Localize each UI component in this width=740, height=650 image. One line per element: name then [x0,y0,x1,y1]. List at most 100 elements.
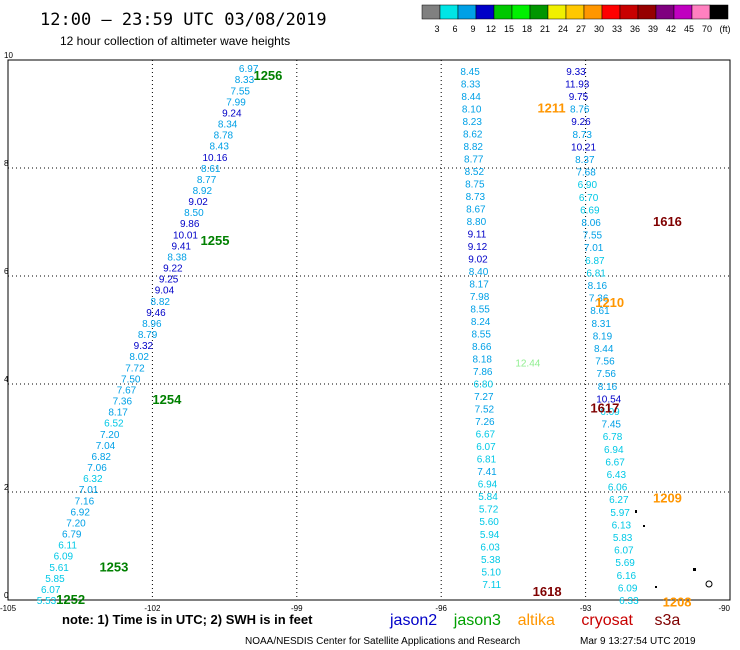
color-swatch [673,4,693,20]
color-swatch [637,4,657,20]
wave-height-value: 8.38 [167,252,187,263]
wave-height-value: 5.97 [610,508,630,519]
wave-height-value: 9.02 [188,197,208,208]
wave-height-value: 7.56 [596,369,616,380]
scale-label: 39 [648,24,658,34]
color-swatch [511,4,531,20]
legend-altika: altika [518,612,555,629]
island-marker [635,510,637,513]
wave-height-value: 5.94 [480,530,500,541]
x-tick-label: -90 [718,604,730,613]
wave-height-value: 9.25 [159,275,179,286]
y-tick-label: 4 [4,375,9,384]
wave-height-value: 8.34 [218,120,238,131]
legend-cryosat: cryosat [581,612,633,629]
island-marker [643,525,645,527]
wave-height-value: 6.07 [614,546,634,557]
wave-height-value: 9.86 [180,219,200,230]
map-subtitle: 12 hour collection of altimeter wave hei… [60,34,290,48]
color-swatch [475,4,495,20]
wave-height-value: 7.01 [584,243,604,254]
wave-height-value: 6.67 [605,457,625,468]
color-swatch [601,4,621,20]
y-tick-label: 10 [4,51,13,60]
wave-height-value: 6.13 [612,520,632,531]
wave-height-value: 9.24 [222,108,242,119]
wave-height-value: 8.02 [129,352,149,363]
island-marker [705,580,713,588]
wave-height-value: 7.26 [475,417,495,428]
wave-height-value: 6.82 [92,452,112,463]
wave-height-value: 5.84 [478,492,498,503]
wave-height-value: 7.20 [66,518,86,529]
wave-height-value: 6.09 [54,552,74,563]
wave-height-value: 5.69 [615,558,635,569]
wave-height-value: 5.85 [45,574,65,585]
wave-height-value: 6.43 [607,470,627,481]
pass-time-label: 1617 [590,400,619,415]
wave-height-value: 9.26 [571,117,591,128]
wave-height-value: 6.32 [83,474,103,485]
color-swatch [583,4,603,20]
wave-height-value: 7.04 [96,441,116,452]
wave-height-value: 6.70 [579,193,599,204]
color-swatch [691,4,711,20]
wave-height-value: 8.77 [197,175,217,186]
wave-height-value: 6.94 [604,445,624,456]
wave-height-value: 9.11 [468,229,487,240]
wave-height-value: 8.73 [466,192,486,203]
wave-height-value: 8.96 [142,319,162,330]
wave-height-value: 6.33 [619,596,639,607]
map-grid [8,60,730,600]
wave-height-value: 7.36 [113,397,133,408]
wave-height-value: 7.01 [79,485,99,496]
wave-height-value: 8.73 [573,130,593,141]
wave-height-value: 9.12 [468,242,488,253]
plot-frame [7,59,731,601]
scale-label: 36 [630,24,640,34]
wave-height-value: 8.44 [594,344,614,355]
color-scale-bar: 3 6 9 12 15 18 21 24 27 30 33 36 39 42 45 70 (ft) [421,4,731,34]
wave-height-value: 8.82 [464,142,484,153]
pass-time-label: 1210 [595,295,624,310]
y-tick-label: 6 [4,267,9,276]
y-tick-label: 8 [4,159,9,168]
wave-height-value: 6.52 [104,419,124,430]
scale-label: 24 [558,24,568,34]
wave-height-value: 8.76 [570,105,590,116]
wave-height-value: 10.54 [596,394,621,405]
wave-height-value: 6.07 [41,585,61,596]
wave-height-value: 8.67 [466,204,486,215]
wave-height-value: 11.93 [565,79,590,90]
footnote: note: 1) Time is in UTC; 2) SWH is in fe… [62,612,313,627]
wave-height-value: 10.16 [202,153,227,164]
wave-height-value: 10.21 [571,142,596,153]
wave-height-value: 10.01 [173,230,198,241]
wave-height-value: 5.38 [481,555,501,566]
satellite-tracks: 5.536.075.855.616.096.116.797.206.927.16… [37,64,639,607]
scale-label: 15 [504,24,514,34]
scale-label: 30 [594,24,604,34]
wave-height-value: 9.02 [468,254,488,265]
wave-height-value: 7.20 [100,430,120,441]
wave-height-value: 7.45 [602,420,622,431]
scale-label: 12 [486,24,496,34]
wave-height-value: 8.16 [598,382,618,393]
wave-height-value: 6.09 [618,583,638,594]
axis-tick-labels: -105 -102 -99 -96 -93 -90 0 2 4 6 8 10 [0,51,731,613]
wave-height-value: 8.06 [581,218,601,229]
y-tick-label: 2 [4,483,9,492]
legend-s3a: s3a [655,612,681,629]
wave-height-value: 6.27 [609,495,629,506]
scale-label: 33 [612,24,622,34]
wave-height-value: 6.67 [476,430,496,441]
scale-label: 9 [470,24,475,34]
wave-height-value: 6.80 [474,380,494,391]
wave-height-value: 6.03 [480,542,500,553]
x-tick-label: -96 [435,604,447,613]
wave-height-value: 8.37 [575,155,595,166]
pass-time-label: 1252 [56,592,85,607]
color-swatch [709,4,729,20]
wave-height-value: 8.33 [235,75,255,86]
